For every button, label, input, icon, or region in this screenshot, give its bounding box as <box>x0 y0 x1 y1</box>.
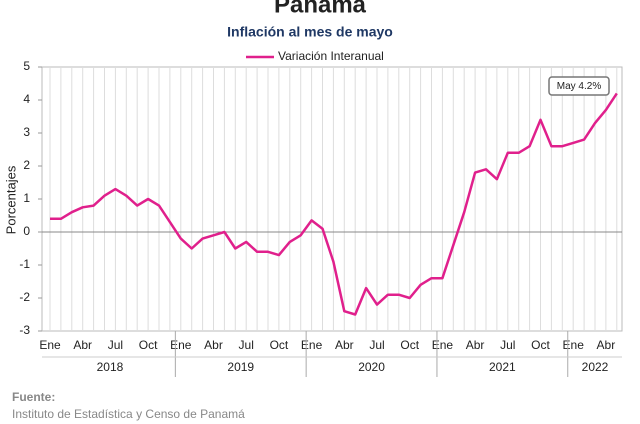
x-tick-label: Ene <box>39 338 61 352</box>
source-text: Instituto de Estadística y Censo de Pana… <box>12 407 245 421</box>
x-tick-label: Ene <box>432 338 454 352</box>
x-tick-label: Oct <box>400 338 419 352</box>
x-tick-label: Abr <box>73 338 92 352</box>
x-tick-label: Jul <box>108 338 123 352</box>
y-tick-label: 1 <box>23 191 30 205</box>
annotation-box <box>548 76 610 96</box>
y-tick-label: -3 <box>19 323 30 337</box>
chart-subtitle: Inflación al mes de mayo <box>227 24 393 40</box>
x-tick-label: Ene <box>301 338 323 352</box>
year-label: 2020 <box>358 360 385 374</box>
series-line <box>50 92 618 316</box>
x-tick-label: Abr <box>466 338 485 352</box>
x-tick-label: Abr <box>204 338 223 352</box>
year-label: 2018 <box>97 360 124 374</box>
y-tick-label: -2 <box>19 290 30 304</box>
x-tick-label: Ene <box>170 338 192 352</box>
y-tick-label: 5 <box>23 59 30 73</box>
y-tick-label: 3 <box>23 125 30 139</box>
x-tick-label: Jul <box>369 338 384 352</box>
year-label: 2022 <box>582 360 609 374</box>
x-tick-label: Ene <box>563 338 585 352</box>
x-tick-label: Oct <box>270 338 289 352</box>
annotation: May 4.2% <box>557 81 602 92</box>
x-tick-label: Oct <box>139 338 158 352</box>
y-tick-label: 0 <box>23 224 30 238</box>
x-tick-label: Jul <box>500 338 515 352</box>
legend-label: Variación Interanual <box>278 49 384 63</box>
x-tick-label: Jul <box>239 338 254 352</box>
year-label: 2021 <box>489 360 516 374</box>
chart-title: Panamá <box>274 0 367 18</box>
x-tick-label: Abr <box>335 338 354 352</box>
y-tick-label: 2 <box>23 158 30 172</box>
y-tick-label: -1 <box>19 257 30 271</box>
year-label: 2019 <box>227 360 254 374</box>
y-axis-label: Porcentajes <box>3 165 18 234</box>
y-tick-label: 4 <box>23 92 30 106</box>
source-label: Fuente: <box>12 390 55 404</box>
x-tick-label: Abr <box>597 338 616 352</box>
x-tick-label: Oct <box>531 338 550 352</box>
